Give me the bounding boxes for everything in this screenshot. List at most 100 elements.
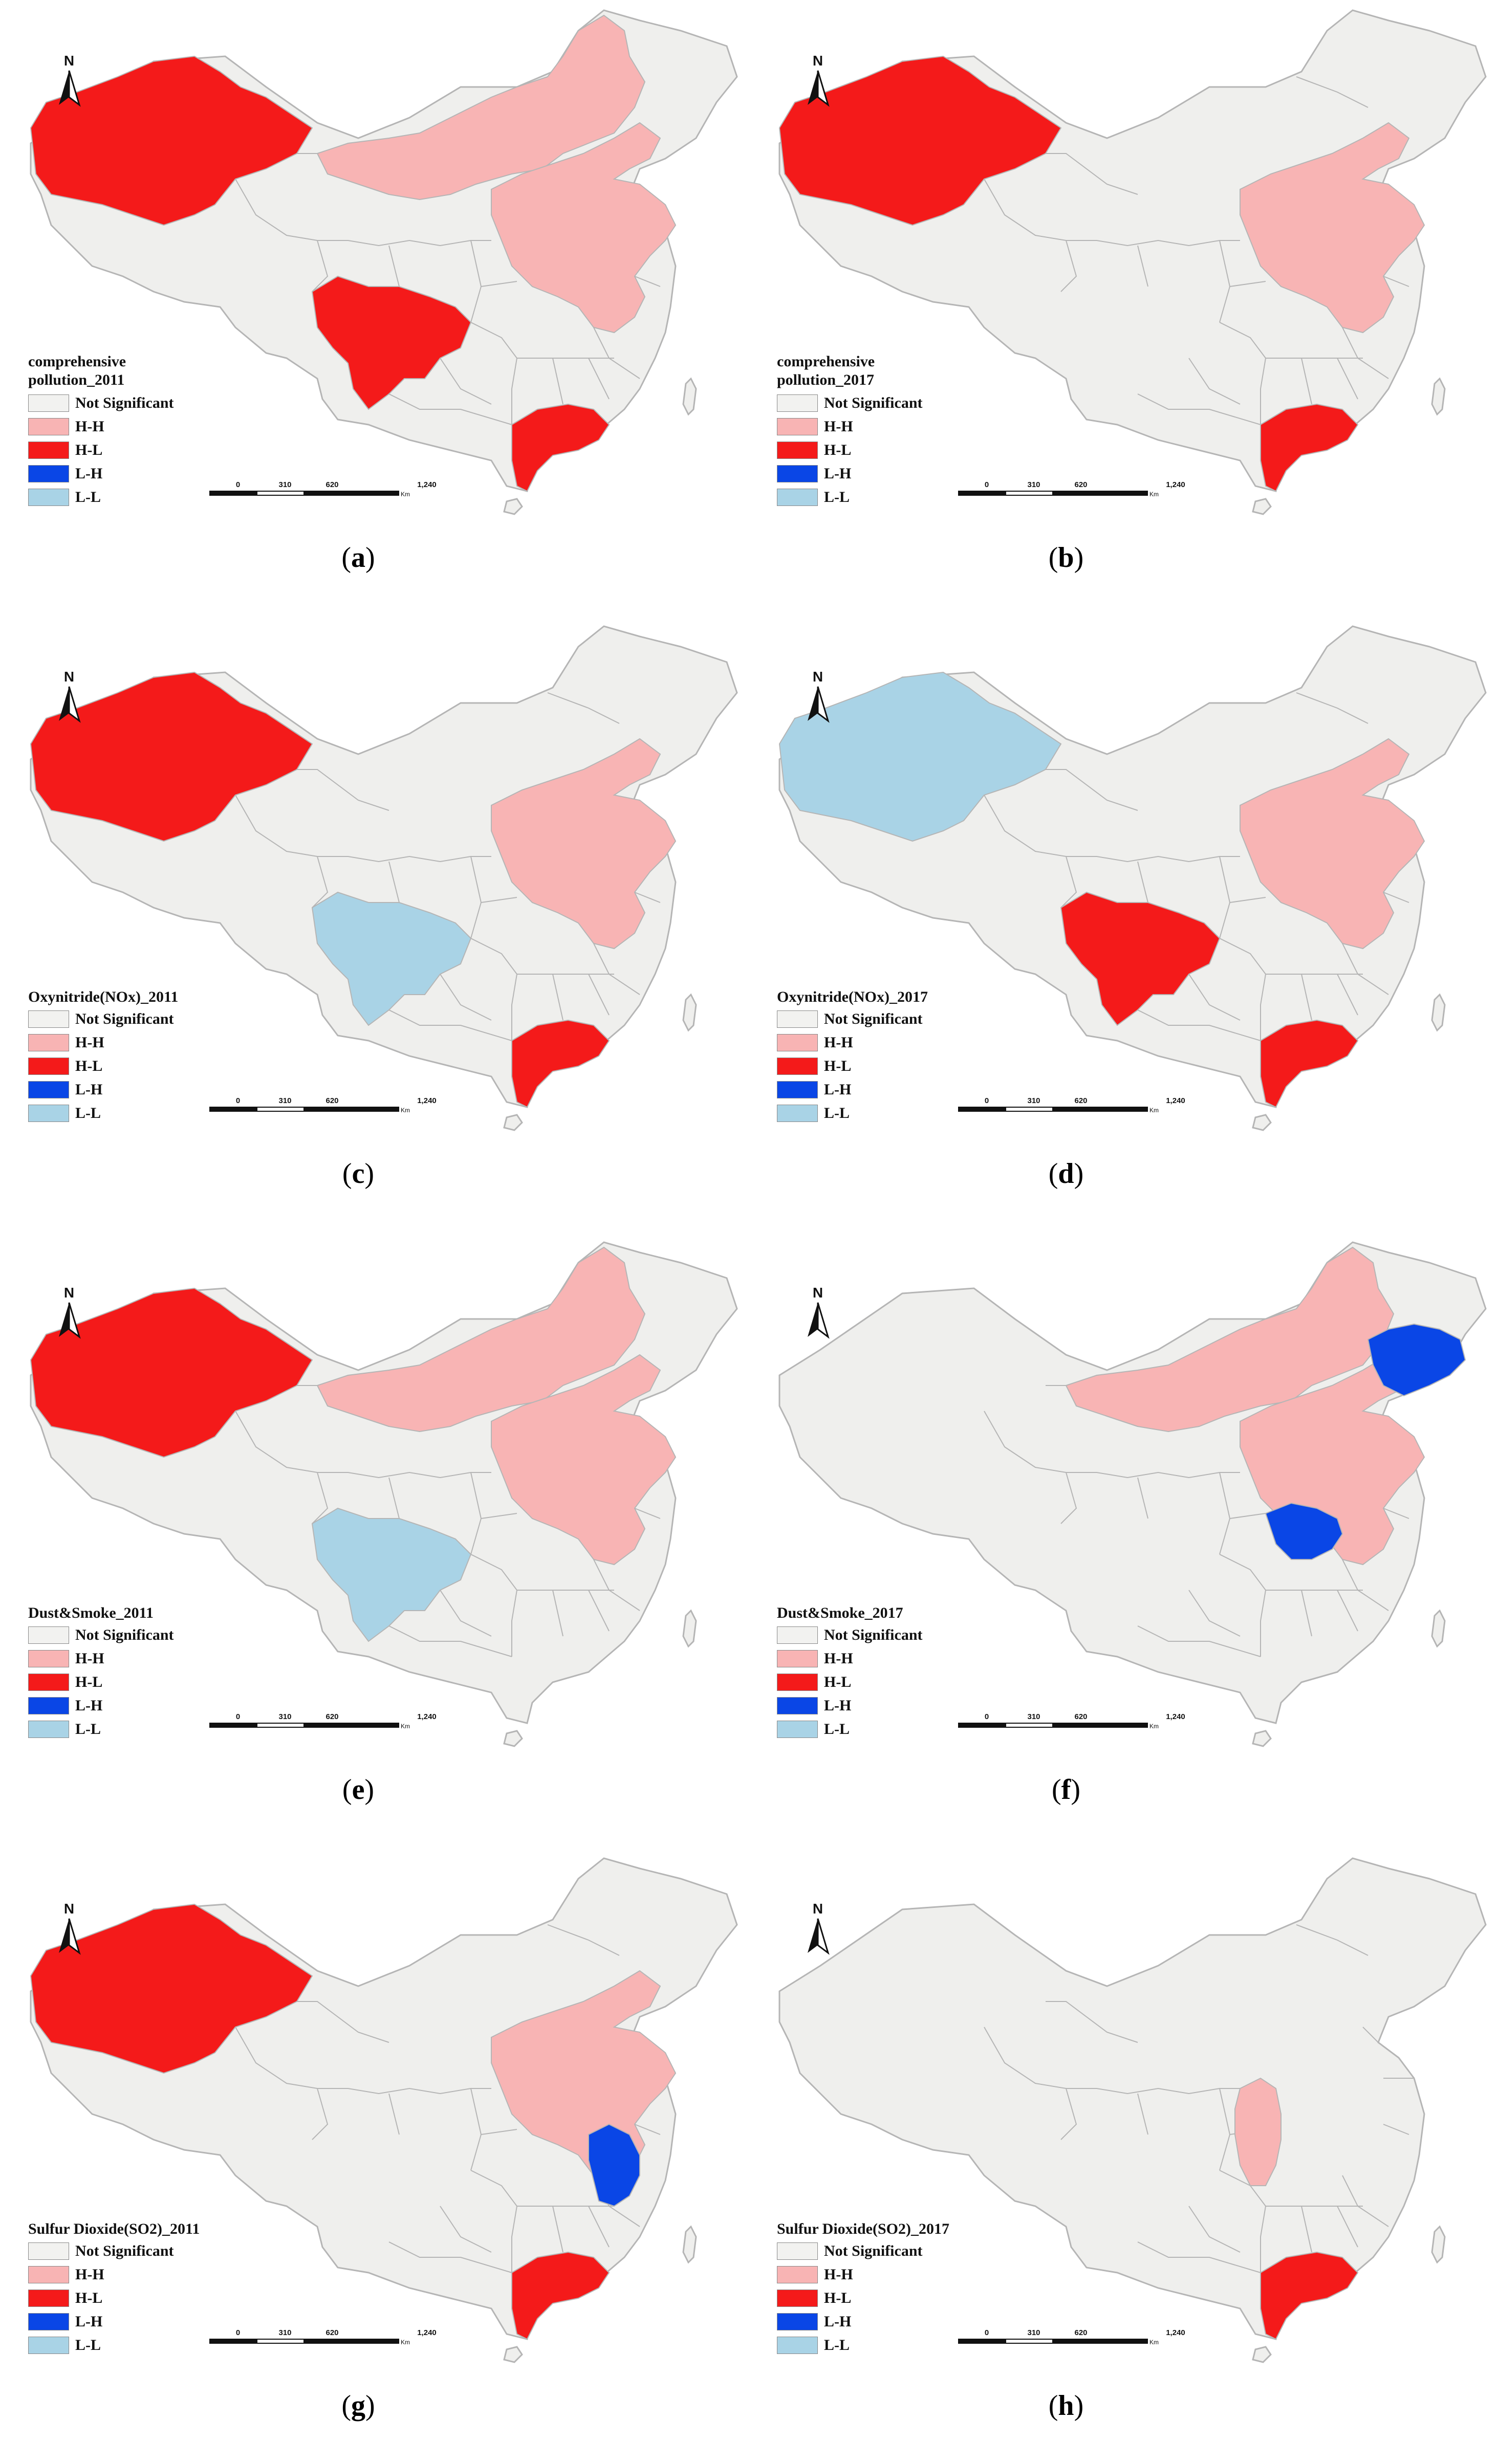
scale-bar: 0 310 620 1,240 Km <box>958 2328 1185 2346</box>
legend-swatch <box>28 2266 69 2283</box>
region-xinjiang <box>30 55 313 226</box>
scale-unit: Km <box>1149 1107 1159 1114</box>
legend-label: Not Significant <box>824 2242 923 2259</box>
legend-label: H-H <box>824 418 853 435</box>
legend-title: pollution_2017 <box>777 371 875 388</box>
legend-swatch <box>777 2337 818 2354</box>
scale-tick-label: 620 <box>1074 1712 1087 1721</box>
legend-label: L-L <box>824 2337 850 2353</box>
scale-unit: Km <box>1149 1723 1159 1730</box>
china-map: N 0 310 620 1,240 Km <box>30 1241 738 1747</box>
scale-bar: 0 310 620 1,240 Km <box>209 1712 437 1730</box>
legend-swatch <box>28 1058 69 1075</box>
country-outline <box>778 1857 1487 2340</box>
north-arrow-icon: N <box>808 669 830 723</box>
scale-unit: Km <box>401 2339 410 2346</box>
china-map: N 0 310 620 1,240 Km <box>778 1857 1487 2363</box>
north-label: N <box>813 53 823 69</box>
panel-caption: (d) <box>1048 1158 1084 1190</box>
legend-swatch <box>28 1697 69 1714</box>
region-guangdong <box>1260 2251 1359 2340</box>
legend-label: Not Significant <box>824 394 923 411</box>
legend-label: H-L <box>75 1674 103 1690</box>
map-panel-d: N 0 310 620 1,240 Km Oxynitride(NOx)_2017 Not S… <box>749 616 1497 1232</box>
legend-swatch <box>28 1650 69 1667</box>
region-north-china <box>491 122 677 334</box>
scale-tick-label: 620 <box>1074 2328 1087 2337</box>
legend-item-hh: H-H <box>777 2265 853 2284</box>
legend-label: L-H <box>75 1081 103 1098</box>
province-border <box>235 795 491 863</box>
scale-unit: Km <box>401 1723 410 1730</box>
north-label: N <box>64 1285 74 1301</box>
region-hainan <box>1252 1730 1272 1747</box>
province-border <box>235 179 491 247</box>
province-border <box>388 1009 512 1041</box>
province-border <box>1362 2027 1379 2043</box>
scale-tick-label: 310 <box>1027 2328 1040 2337</box>
legend-label: L-H <box>75 2313 103 2330</box>
province-border <box>1342 327 1389 379</box>
province-border <box>634 276 661 287</box>
region-xinjiang <box>778 55 1062 226</box>
scale-bar: 0 310 620 1,240 Km <box>958 1712 1185 1730</box>
panel-letter: d <box>1058 1158 1074 1190</box>
region-hainan <box>503 2346 523 2363</box>
region-taiwan <box>682 2225 697 2264</box>
scale-tick-label: 0 <box>985 1096 989 1105</box>
province-border <box>440 358 492 405</box>
province-border <box>588 358 610 400</box>
panel-letter: a <box>351 542 365 574</box>
north-label: N <box>64 1901 74 1917</box>
north-label: N <box>64 53 74 69</box>
panel-letter: b <box>1058 542 1074 574</box>
province-border <box>388 393 512 425</box>
legend-title: pollution_2011 <box>28 371 125 388</box>
legend-label: H-L <box>75 442 103 458</box>
province-border <box>1137 1477 1148 1519</box>
legend-swatch <box>28 1626 69 1644</box>
scale-tick-label: 0 <box>236 2328 240 2337</box>
china-map: N 0 310 620 1,240 Km <box>30 9 738 515</box>
province-border <box>1046 769 1138 811</box>
region-guangdong <box>1260 403 1359 492</box>
legend-label: H-H <box>824 2266 853 2283</box>
legend-item-lh: L-H <box>777 1081 851 1099</box>
north-label: N <box>813 1901 823 1917</box>
province-border <box>1137 245 1148 287</box>
legend-item-ll: L-L <box>28 1720 101 1739</box>
province-border <box>984 795 1240 863</box>
legend-label: L-L <box>824 489 850 505</box>
province-border <box>1188 1590 1241 1637</box>
legend-label: Not Significant <box>75 394 174 411</box>
province-border <box>481 1513 517 1519</box>
legend-item-ll: L-L <box>777 2336 850 2355</box>
legend-label: L-L <box>75 1105 101 1121</box>
legend-swatch <box>777 1058 818 1075</box>
legend-swatch <box>28 442 69 459</box>
china-map: N 0 310 620 1,240 Km <box>30 1857 738 2363</box>
province-border <box>312 240 329 292</box>
region-inner-mongolia <box>316 14 646 201</box>
scale-tick-label: 0 <box>236 1096 240 1105</box>
north-arrow-icon: N <box>808 53 830 107</box>
legend-swatch <box>777 2266 818 2283</box>
province-border <box>552 1590 563 1637</box>
scale-tick-label: 620 <box>325 1096 338 1105</box>
legend-swatch <box>777 1105 818 1122</box>
legend-item-hh: H-H <box>28 1033 104 1052</box>
legend-item-hl: H-L <box>777 441 851 459</box>
scale-bar: 0 310 620 1,240 Km <box>958 480 1185 498</box>
province-border <box>552 974 563 1021</box>
legend-swatch <box>777 394 818 412</box>
region-xinjiang <box>30 671 313 842</box>
scale-tick-label: 0 <box>985 480 989 489</box>
legend-swatch <box>28 465 69 482</box>
province-border <box>1301 2206 1312 2253</box>
legend-label: L-H <box>824 465 852 482</box>
legend-label: L-L <box>75 1721 101 1737</box>
legend-label: Not Significant <box>824 1010 923 1027</box>
scale-tick-label: 620 <box>325 2328 338 2337</box>
china-map: N 0 310 620 1,240 Km <box>778 625 1487 1131</box>
north-arrow-icon: N <box>808 1901 830 1955</box>
